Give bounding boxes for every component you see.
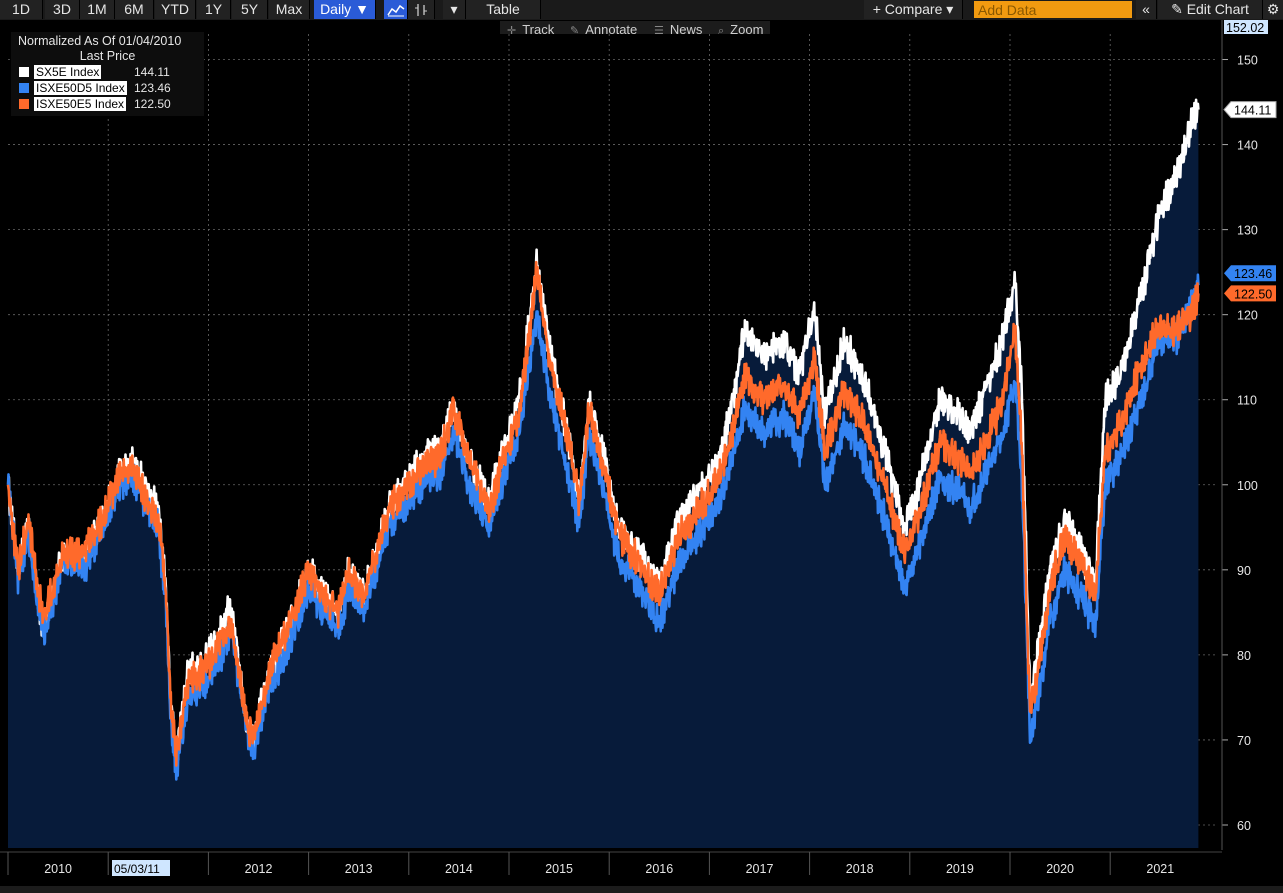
x-tick-label: 2018 bbox=[846, 862, 874, 876]
chart-series-lines bbox=[6, 98, 1200, 781]
track-label: Track bbox=[522, 22, 555, 37]
period-button-5y[interactable]: 5Y bbox=[232, 0, 268, 19]
news-icon: ☰ bbox=[654, 25, 664, 37]
crosshair-date-badge bbox=[112, 860, 170, 876]
last-price-badge-label: 144.11 bbox=[1234, 104, 1271, 118]
legend-swatch bbox=[19, 83, 29, 93]
zoom-icon: ⌕ bbox=[718, 25, 725, 37]
legend-subtitle: Last Price bbox=[79, 49, 136, 63]
crosshair-icon: ✛ bbox=[507, 25, 517, 37]
period-button-ytd[interactable]: YTD bbox=[155, 0, 196, 19]
x-tick-label: 2012 bbox=[245, 862, 273, 876]
y-tick-label: 150 bbox=[1237, 54, 1258, 68]
y-axis-top-badge bbox=[1224, 20, 1268, 34]
legend-series-value: 144.11 bbox=[134, 65, 170, 79]
top-toolbar: 1D 3D 1M 6M YTD 1Y 5Y Max Daily ▼ ▾ Table + Com… bbox=[0, 0, 1283, 20]
last-price-badge-label: 123.46 bbox=[1234, 267, 1272, 281]
x-tick-label: 2010 bbox=[44, 862, 72, 876]
legend-series-value: 122.50 bbox=[134, 97, 171, 111]
legend-title: Normalized As Of 01/04/2010 bbox=[18, 34, 182, 48]
track-tool[interactable]: ✛ Track bbox=[507, 21, 554, 39]
period-button-1y[interactable]: 1Y bbox=[197, 0, 231, 19]
last-price-badges: 144.11 123.46 122.50 bbox=[1223, 101, 1277, 302]
gear-icon[interactable]: ⚙ bbox=[1263, 0, 1283, 19]
y-axis-top-label: 152.02 bbox=[1226, 21, 1264, 35]
legend-item[interactable]: ISXE50D5 Index 123.46 bbox=[19, 81, 199, 95]
y-tick-label: 140 bbox=[1237, 139, 1258, 153]
last-price-badge bbox=[1224, 285, 1276, 302]
zoom-label: Zoom bbox=[730, 22, 764, 37]
pencil-icon: ✎ bbox=[570, 25, 580, 37]
add-data-input[interactable] bbox=[974, 1, 1132, 18]
legend-item[interactable]: SX5E Index 144.11 bbox=[19, 65, 199, 79]
legend-series-name: SX5E Index bbox=[34, 65, 102, 79]
period-button-6m[interactable]: 6M bbox=[115, 0, 154, 19]
zoom-tool[interactable]: ⌕ Zoom bbox=[718, 21, 763, 39]
legend-item[interactable]: ISXE50E5 Index 122.50 bbox=[19, 97, 199, 111]
x-tick-label: 2021 bbox=[1146, 862, 1174, 876]
chart-type-dropdown-icon[interactable]: ▾ bbox=[443, 0, 466, 19]
period-button-1d[interactable]: 1D bbox=[0, 0, 43, 19]
y-axis: 60 70 80 90 100 110 120 130 140 150 152.02 bbox=[1221, 20, 1268, 850]
y-tick-label: 90 bbox=[1237, 564, 1251, 578]
period-button-3d[interactable]: 3D bbox=[45, 0, 80, 19]
x-tick-label: 2014 bbox=[445, 862, 473, 876]
period-button-max[interactable]: Max bbox=[269, 0, 310, 19]
chart-legend: Normalized As Of 01/04/2010 Last Price S… bbox=[11, 32, 204, 116]
legend-series-value: 123.46 bbox=[134, 81, 171, 95]
last-price-badge bbox=[1223, 101, 1277, 119]
last-price-badge-label: 122.50 bbox=[1234, 287, 1272, 301]
x-tick-label: 2020 bbox=[1046, 862, 1074, 876]
legend-series-name: ISXE50D5 Index bbox=[34, 81, 127, 95]
series-line-isxe50d5 bbox=[6, 273, 1200, 781]
annotate-tool[interactable]: ✎ Annotate bbox=[570, 21, 637, 39]
news-label: News bbox=[669, 22, 703, 37]
table-button[interactable]: Table bbox=[466, 0, 541, 19]
x-axis: 2010 2012 2013 2014 2015 2016 2017 2018 2019 2020… bbox=[0, 851, 1283, 893]
news-tool[interactable]: ☰ News bbox=[654, 21, 702, 39]
series-line-isxe50e5 bbox=[6, 260, 1200, 767]
x-tick-label: 2017 bbox=[746, 862, 774, 876]
period-button-1m[interactable]: 1M bbox=[80, 0, 115, 19]
y-tick-label: 110 bbox=[1237, 394, 1257, 408]
y-tick-label: 70 bbox=[1237, 734, 1251, 748]
x-tick-label: 2015 bbox=[545, 862, 573, 876]
edit-pencil-icon: ✎ bbox=[1171, 1, 1187, 17]
annotate-label: Annotate bbox=[585, 22, 638, 37]
bar-chart-icon[interactable] bbox=[408, 0, 435, 19]
x-tick-label: 2016 bbox=[645, 862, 673, 876]
y-tick-label: 120 bbox=[1237, 309, 1258, 323]
last-price-badge bbox=[1224, 265, 1276, 282]
compare-button[interactable]: + Compare ▾ bbox=[864, 0, 963, 19]
collapse-icon[interactable]: « bbox=[1136, 0, 1157, 19]
edit-chart-label: Edit Chart bbox=[1186, 1, 1249, 17]
y-tick-label: 130 bbox=[1237, 224, 1258, 238]
frequency-dropdown[interactable]: Daily ▼ bbox=[314, 0, 376, 19]
edit-chart-button[interactable]: ✎ Edit Chart bbox=[1158, 0, 1263, 19]
legend-swatch bbox=[19, 67, 29, 77]
x-tick-label: 2019 bbox=[946, 862, 974, 876]
legend-swatch bbox=[19, 99, 29, 109]
line-chart-icon[interactable] bbox=[384, 0, 408, 19]
x-tick-label: 2013 bbox=[345, 862, 373, 876]
legend-series-name: ISXE50E5 Index bbox=[34, 97, 127, 111]
y-tick-label: 60 bbox=[1237, 819, 1251, 833]
crosshair-date-label: 05/03/11 bbox=[114, 862, 160, 876]
y-tick-label: 100 bbox=[1237, 479, 1258, 493]
y-tick-label: 80 bbox=[1237, 649, 1251, 663]
